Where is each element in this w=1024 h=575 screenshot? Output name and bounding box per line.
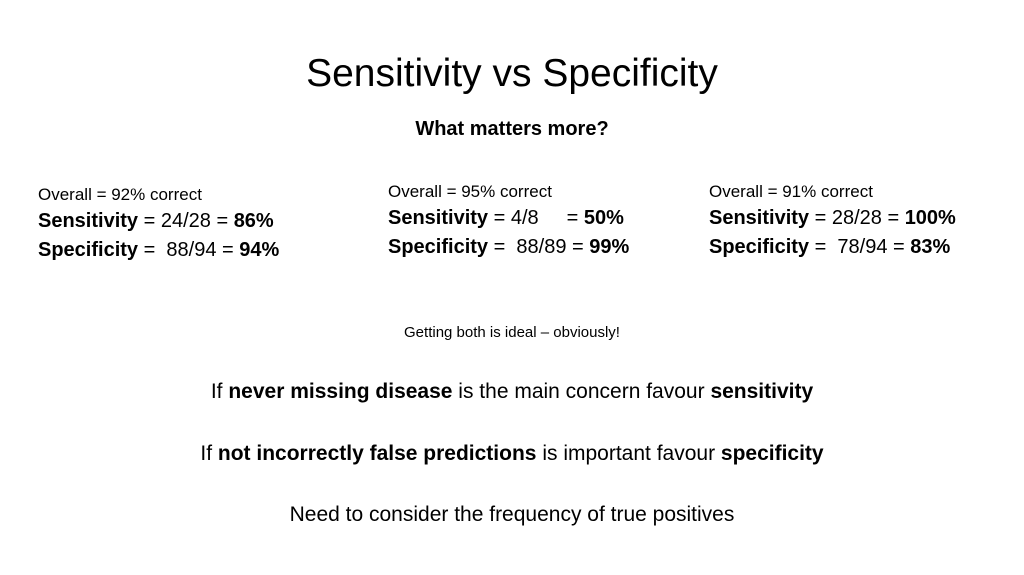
scenario-1-overall: Overall = 92% correct <box>38 185 202 204</box>
statement-conclusion: sensitivity <box>710 380 814 403</box>
scenario-2-specificity: Specificity = 88/89 = 99% <box>388 233 629 262</box>
sensitivity-equals: = <box>566 207 584 229</box>
statement-specificity: If not incorrectly false predictions is … <box>0 440 1024 468</box>
slide-title: Sensitivity vs Specificity <box>306 52 718 95</box>
statement-emphasis: not incorrectly false predictions <box>217 442 537 465</box>
statement-conclusion: specificity <box>720 442 824 465</box>
sensitivity-label: Sensitivity <box>388 207 489 229</box>
statement-prefix: If <box>210 380 229 403</box>
statement-frequency: Need to consider the frequency of true p… <box>289 503 735 526</box>
statement-sensitivity: If never missing disease is the main con… <box>0 378 1024 406</box>
statement-middle: is the main concern favour <box>452 380 711 403</box>
scenario-2-overall: Overall = 95% correct <box>388 182 552 201</box>
specificity-value: 99% <box>589 236 630 258</box>
sensitivity-label: Sensitivity <box>38 210 139 232</box>
specificity-label: Specificity <box>388 236 489 258</box>
ideal-note: Getting both is ideal – obviously! <box>404 324 620 341</box>
sensitivity-value: 86% <box>233 210 274 232</box>
specificity-label: Specificity <box>709 236 810 258</box>
scenario-3-specificity: Specificity = 78/94 = 83% <box>709 233 956 262</box>
specificity-value: 83% <box>910 236 951 258</box>
scenario-3-overall: Overall = 91% correct <box>709 182 873 201</box>
specificity-label: Specificity <box>38 239 139 261</box>
sensitivity-calc: = 24/28 = <box>138 210 234 232</box>
statement-emphasis: never missing disease <box>228 380 453 403</box>
specificity-calc: = 78/94 = <box>809 236 911 258</box>
sensitivity-label: Sensitivity <box>709 207 810 229</box>
specificity-calc: = 88/94 = <box>138 239 240 261</box>
sensitivity-value: 100% <box>904 207 956 229</box>
scenario-3: Overall = 91% correct Sensitivity = 28/2… <box>709 180 956 262</box>
sensitivity-calc: = 28/28 = <box>809 207 905 229</box>
specificity-calc: = 88/89 = <box>488 236 590 258</box>
scenario-1-specificity: Specificity = 88/94 = 94% <box>38 236 279 265</box>
scenario-1: Overall = 92% correct Sensitivity = 24/2… <box>38 183 279 265</box>
scenario-1-sensitivity: Sensitivity = 24/28 = 86% <box>38 207 279 236</box>
statement-prefix: If <box>200 442 218 465</box>
scenario-3-sensitivity: Sensitivity = 28/28 = 100% <box>709 204 956 233</box>
specificity-value: 94% <box>239 239 280 261</box>
slide-subtitle: What matters more? <box>415 118 609 140</box>
sensitivity-calc: = 4/8 <box>488 207 539 229</box>
statement-middle: is important favour <box>536 442 721 465</box>
scenario-2-sensitivity: Sensitivity = 4/8 = 50% <box>388 204 629 233</box>
scenario-2: Overall = 95% correct Sensitivity = 4/8 =… <box>388 180 629 262</box>
sensitivity-value: 50% <box>583 207 624 229</box>
